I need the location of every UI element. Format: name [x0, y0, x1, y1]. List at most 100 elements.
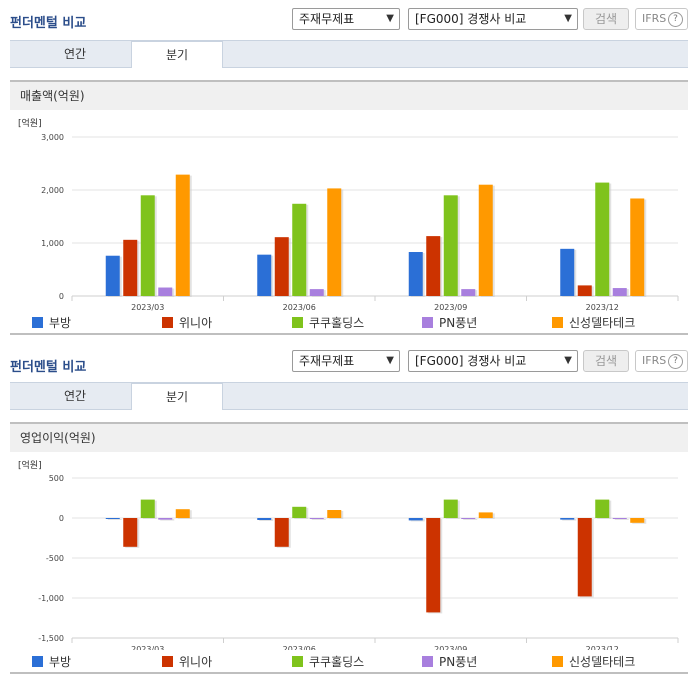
bar-3-2	[292, 203, 307, 296]
bar-1-4	[560, 248, 575, 296]
y-tick-label: 1,000	[41, 239, 64, 248]
tab-annual[interactable]: 연간	[63, 47, 87, 61]
legend-item[interactable]: PN풍년	[422, 314, 477, 331]
period-tabs: 연간 분기	[10, 382, 688, 410]
bar-4-2	[309, 289, 324, 296]
bar-4-4	[612, 288, 627, 296]
y-tick-label: -1,500	[38, 634, 64, 643]
legend-swatch	[162, 317, 173, 328]
x-tick-label: 2023/06	[283, 303, 316, 312]
bar-2-4	[577, 285, 592, 296]
ifrs-button[interactable]: IFRS ?	[635, 350, 688, 372]
legend-item[interactable]: 위니아	[162, 314, 212, 331]
chevron-down-icon: ▼	[564, 355, 572, 366]
chevron-down-icon: ▼	[564, 13, 572, 24]
ifrs-label: IFRS	[642, 12, 667, 25]
peer-group-select[interactable]: [FG000] 경쟁사 비교 ▼	[408, 8, 578, 30]
bar-5-2	[327, 510, 342, 518]
bar-shadow	[311, 519, 326, 520]
legend-swatch	[552, 656, 563, 667]
peer-group-select[interactable]: [FG000] 경쟁사 비교 ▼	[408, 350, 578, 372]
bar-5-3	[478, 184, 493, 296]
peer-group-select-value: [FG000] 경쟁사 비교	[415, 354, 527, 368]
tab-quarterly[interactable]: 분기	[131, 40, 223, 68]
peer-group-select-value: [FG000] 경쟁사 비교	[415, 12, 527, 26]
bar-2-1	[123, 239, 138, 296]
panel-revenue: 펀더멘털 비교 주재무제표 ▼ [FG000] 경쟁사 비교 ▼ 검색 IFRS…	[0, 0, 696, 340]
legend-item[interactable]: 신성델타테크	[552, 314, 635, 331]
legend-item[interactable]: 신성델타테크	[552, 653, 635, 670]
legend-item[interactable]: 부방	[32, 653, 71, 670]
legend-label: 신성델타테크	[569, 655, 636, 669]
legend-item[interactable]: 부방	[32, 314, 71, 331]
x-tick-label: 2023/12	[586, 303, 619, 312]
legend-label: 부방	[49, 316, 72, 330]
statement-select-value: 주재무제표	[299, 12, 355, 26]
y-tick-label: 2,000	[41, 186, 64, 195]
legend-swatch	[162, 656, 173, 667]
chevron-down-icon: ▼	[386, 13, 394, 24]
bar-5-3	[478, 512, 493, 518]
x-tick-label: 2023/12	[586, 645, 619, 650]
bar-5-4	[630, 518, 645, 523]
chevron-down-icon: ▼	[386, 355, 394, 366]
bar-4-1	[158, 518, 173, 520]
tab-annual[interactable]: 연간	[63, 389, 87, 403]
bar-3-4	[595, 182, 610, 296]
y-tick-label: 3,000	[41, 133, 64, 142]
bar-1-2	[257, 254, 272, 296]
unit-label: [억원]	[18, 117, 42, 129]
bar-shadow	[463, 519, 478, 520]
bar-2-4	[577, 518, 592, 597]
bar-1-3	[408, 518, 423, 521]
legend-label: 쿠쿠홀딩스	[309, 655, 365, 669]
bar-5-1	[175, 509, 190, 518]
tab-quarterly[interactable]: 분기	[131, 382, 223, 410]
period-tabs: 연간 분기	[10, 40, 688, 68]
panel-title: 펀더멘털 비교	[10, 16, 87, 31]
statement-select[interactable]: 주재무제표 ▼	[292, 350, 400, 372]
legend-label: 쿠쿠홀딩스	[309, 316, 365, 330]
x-tick-label: 2023/03	[131, 645, 164, 650]
bar-4-3	[461, 289, 476, 296]
legend-swatch	[552, 317, 563, 328]
legend-label: 신성델타테크	[569, 316, 636, 330]
y-tick-label: -500	[46, 554, 64, 563]
bar-2-2	[274, 237, 289, 296]
legend-item[interactable]: 쿠쿠홀딩스	[292, 653, 364, 670]
legend-label: PN풍년	[439, 316, 478, 330]
ifrs-button[interactable]: IFRS ?	[635, 8, 688, 30]
legend-swatch	[292, 317, 303, 328]
legend-item[interactable]: PN풍년	[422, 653, 477, 670]
help-icon: ?	[668, 354, 683, 369]
legend-label: 부방	[49, 655, 72, 669]
search-button[interactable]: 검색	[583, 8, 629, 30]
bar-1-2	[257, 518, 272, 520]
bar-3-1	[140, 499, 155, 518]
bar-1-4	[560, 518, 575, 520]
bar-4-1	[158, 287, 173, 296]
legend-label: 위니아	[179, 655, 213, 669]
operating-profit-legend: 부방 위니아 쿠쿠홀딩스 PN풍년 신성델타테크	[10, 650, 688, 674]
statement-select[interactable]: 주재무제표 ▼	[292, 8, 400, 30]
bar-1-3	[408, 252, 423, 296]
bar-2-3	[426, 236, 441, 296]
legend-label: PN풍년	[439, 655, 478, 669]
panel-title: 펀더멘털 비교	[10, 360, 87, 375]
legend-item[interactable]: 쿠쿠홀딩스	[292, 314, 364, 331]
bar-3-3	[443, 499, 458, 518]
bar-4-3	[461, 518, 476, 519]
ifrs-label: IFRS	[642, 354, 667, 367]
x-tick-label: 2023/09	[434, 645, 467, 650]
bar-3-1	[140, 195, 155, 296]
bar-4-2	[309, 518, 324, 519]
unit-label: [억원]	[18, 459, 42, 471]
bar-3-4	[595, 499, 610, 518]
legend-item[interactable]: 위니아	[162, 653, 212, 670]
x-tick-label: 2023/09	[434, 303, 467, 312]
revenue-chart: [억원] 0 1,000 2,000 3,000 2023/03 2023/06 2023/0…	[18, 117, 679, 312]
y-tick-label: 0	[59, 292, 64, 301]
bar-1-1	[105, 255, 120, 296]
search-button[interactable]: 검색	[583, 350, 629, 372]
legend-swatch	[292, 656, 303, 667]
